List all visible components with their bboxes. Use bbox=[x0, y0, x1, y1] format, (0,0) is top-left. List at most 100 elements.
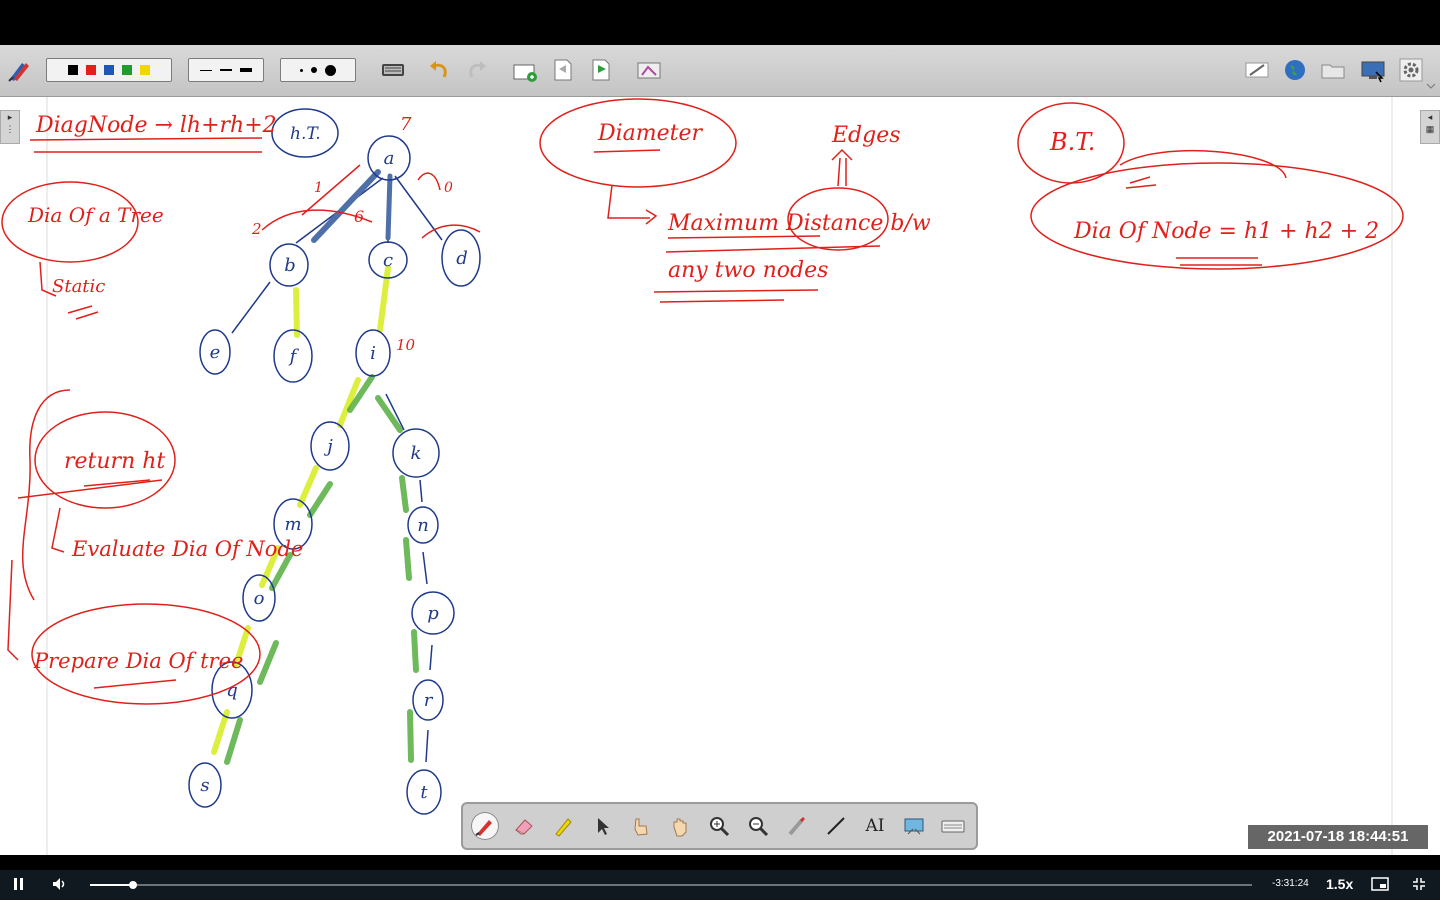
svg-text:m: m bbox=[284, 514, 301, 535]
tree-node-k bbox=[392, 428, 440, 478]
screen-capture-icon[interactable] bbox=[900, 812, 928, 840]
tree-node-b bbox=[269, 243, 309, 287]
color-green[interactable] bbox=[122, 65, 132, 75]
tree-node-j bbox=[310, 421, 350, 471]
tree-node-letters: a b c d e f i j k m n o p q r s t bbox=[200, 148, 467, 803]
right-panel-toggle[interactable]: ◂ ▦ bbox=[1420, 110, 1440, 144]
svg-text:Static: Static bbox=[52, 276, 105, 297]
laser-pen-icon[interactable] bbox=[783, 812, 811, 840]
svg-text:q: q bbox=[226, 680, 238, 701]
line-width-picker bbox=[188, 58, 264, 82]
svg-text:1: 1 bbox=[314, 180, 323, 196]
dot-size-medium[interactable] bbox=[311, 67, 317, 73]
svg-text:Edges: Edges bbox=[831, 123, 901, 148]
line-tool-icon[interactable] bbox=[822, 812, 850, 840]
svg-text:2: 2 bbox=[251, 220, 262, 238]
svg-text:s: s bbox=[200, 775, 209, 796]
whiteboard-mode-icon[interactable] bbox=[1244, 58, 1270, 82]
on-screen-keyboard-icon[interactable] bbox=[939, 812, 967, 840]
tree-node-n bbox=[407, 506, 439, 544]
zoom-out-icon[interactable] bbox=[744, 812, 772, 840]
undo-icon[interactable] bbox=[426, 58, 452, 82]
svg-text:n: n bbox=[417, 515, 429, 536]
svg-text:any two nodes: any two nodes bbox=[668, 258, 828, 283]
display-icon[interactable] bbox=[1360, 58, 1386, 83]
seek-bar-progress bbox=[90, 884, 133, 886]
tree-node-m bbox=[273, 498, 313, 550]
text-tool-label: AI bbox=[865, 816, 885, 836]
line-width-thin[interactable] bbox=[200, 69, 212, 71]
floating-tool-bar: AI bbox=[461, 802, 978, 850]
tree-node-d bbox=[441, 229, 481, 287]
pen-tool-icon[interactable] bbox=[471, 812, 499, 840]
whiteboard-toolbar bbox=[0, 45, 1440, 97]
svg-text:p: p bbox=[427, 603, 439, 624]
tree-node-o bbox=[242, 574, 276, 622]
dot-size-large[interactable] bbox=[325, 64, 336, 76]
left-panel-toggle[interactable]: ▸ ⋮ bbox=[0, 110, 20, 144]
tree-node-p bbox=[411, 591, 455, 635]
yellow-highlight-path bbox=[211, 265, 391, 755]
pause-icon[interactable] bbox=[13, 877, 25, 894]
svg-text:B.T.: B.T. bbox=[1049, 128, 1095, 156]
zoom-in-icon[interactable] bbox=[705, 812, 733, 840]
redo-icon[interactable] bbox=[464, 58, 490, 82]
globe-icon[interactable] bbox=[1282, 58, 1308, 82]
next-page-icon[interactable] bbox=[588, 58, 614, 82]
red-ink-text: DiagNode → lh+rh+2 h.T. Dia Of a Tree St… bbox=[27, 113, 1379, 673]
seek-bar[interactable] bbox=[90, 881, 1252, 889]
svg-text:return ht: return ht bbox=[64, 449, 165, 474]
color-palette bbox=[46, 58, 172, 82]
svg-text:Evaluate Dia Of Node: Evaluate Dia Of Node bbox=[71, 537, 303, 561]
pens-menu-icon[interactable] bbox=[6, 58, 32, 82]
svg-text:h.T.: h.T. bbox=[290, 124, 321, 144]
dot-size-small[interactable] bbox=[300, 68, 303, 72]
picture-in-picture-icon[interactable] bbox=[1371, 877, 1389, 894]
svg-text:r: r bbox=[424, 690, 434, 711]
new-page-icon[interactable] bbox=[512, 58, 538, 82]
settings-gear-icon[interactable] bbox=[1398, 58, 1424, 82]
exit-fullscreen-icon[interactable] bbox=[1412, 877, 1426, 894]
toolbar-expand-chevron-icon[interactable] bbox=[1426, 81, 1436, 91]
svg-text:DiagNode → lh+rh+2: DiagNode → lh+rh+2 bbox=[35, 113, 277, 138]
select-arrow-icon[interactable] bbox=[588, 812, 616, 840]
svg-text:f: f bbox=[288, 346, 300, 367]
line-width-medium[interactable] bbox=[220, 69, 232, 71]
handwriting-layer: a b c d e f i j k m n o p q r s t bbox=[1, 97, 1404, 855]
svg-text:k: k bbox=[411, 443, 422, 464]
svg-text:7: 7 bbox=[400, 114, 412, 135]
time-remaining: -3:31:24 bbox=[1272, 878, 1309, 889]
svg-text:Maximum Distance b/w: Maximum Distance b/w bbox=[667, 211, 931, 236]
text-tool-icon[interactable]: AI bbox=[861, 812, 889, 840]
svg-text:o: o bbox=[254, 588, 265, 609]
pointer-hand-icon[interactable] bbox=[627, 812, 655, 840]
playback-speed-button[interactable]: 1.5x bbox=[1326, 876, 1354, 892]
svg-text:Prepare Dia Of tree: Prepare Dia Of tree bbox=[33, 649, 243, 673]
pan-hand-icon[interactable] bbox=[666, 812, 694, 840]
line-width-thick[interactable] bbox=[240, 68, 252, 72]
color-red[interactable] bbox=[86, 65, 96, 75]
color-yellow[interactable] bbox=[140, 65, 150, 75]
previous-page-icon[interactable] bbox=[550, 58, 576, 82]
tree-node-c bbox=[368, 241, 408, 279]
tree-node-e bbox=[199, 329, 231, 375]
tree-node-q bbox=[211, 661, 253, 719]
dot-size-picker bbox=[280, 58, 356, 82]
highlighter-tool-icon[interactable] bbox=[549, 812, 577, 840]
folder-icon[interactable] bbox=[1320, 58, 1346, 82]
svg-text:Diameter: Diameter bbox=[597, 121, 704, 146]
svg-text:i: i bbox=[370, 343, 376, 364]
tree-node-r bbox=[412, 679, 444, 721]
svg-text:0: 0 bbox=[444, 180, 453, 196]
color-blue[interactable] bbox=[104, 65, 114, 75]
volume-icon[interactable] bbox=[52, 877, 68, 894]
keyboard-icon[interactable] bbox=[380, 58, 406, 82]
red-ink-shapes bbox=[1, 98, 1404, 705]
screenshot-icon[interactable] bbox=[636, 58, 662, 82]
tree-node-s bbox=[188, 762, 222, 808]
seek-bar-knob[interactable] bbox=[128, 881, 137, 889]
svg-text:Dia Of Node = h1 + h2 + 2: Dia Of Node = h1 + h2 + 2 bbox=[1073, 219, 1379, 244]
color-black[interactable] bbox=[68, 65, 78, 75]
eraser-tool-icon[interactable] bbox=[510, 812, 538, 840]
whiteboard-canvas[interactable]: a b c d e f i j k m n o p q r s t bbox=[0, 97, 1440, 855]
